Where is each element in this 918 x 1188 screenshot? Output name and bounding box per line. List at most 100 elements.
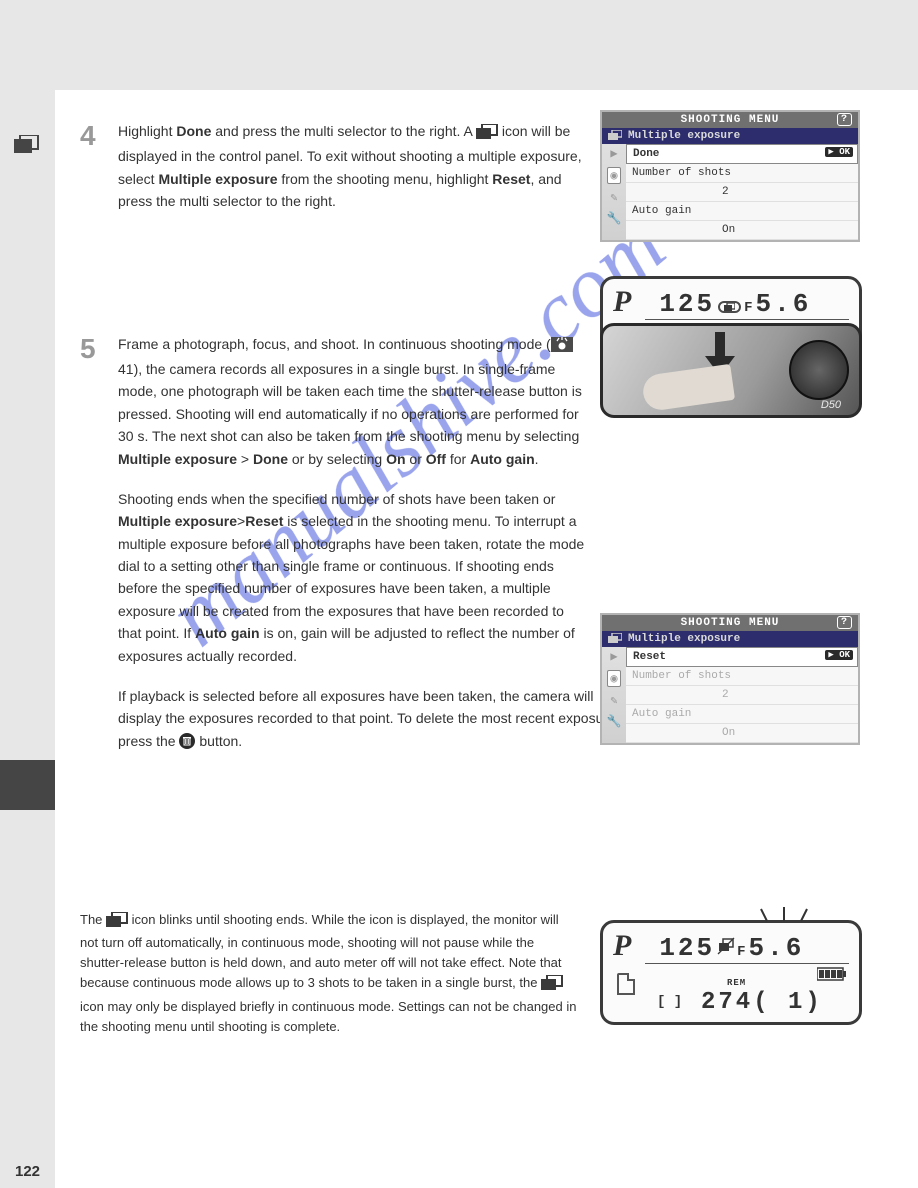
camera-tab-icon: ◉ — [607, 670, 620, 687]
multi-exposure-icon — [541, 975, 563, 996]
menu-row-shots-value: 2 — [626, 183, 858, 202]
camera-tab-icon: ◉ — [607, 167, 620, 184]
menu-row-shots: Number of shots — [626, 164, 858, 183]
text: > — [237, 513, 245, 529]
text: icon blinks until shooting ends. While t… — [80, 912, 562, 990]
menu-subtitle: Multiple exposure — [602, 631, 858, 647]
multi-exposure-icon — [718, 301, 741, 313]
lcd-panel-2: P 125 F5.6 [ ] REM 274( 1) — [600, 920, 862, 1025]
menu-row-autogain: Auto gain — [626, 705, 858, 724]
text: The — [80, 912, 106, 927]
pencil-tab-icon: ✎ — [610, 693, 617, 708]
text-bold: Auto gain — [470, 451, 535, 467]
text: and press the multi selector to the righ… — [211, 123, 476, 139]
text: 41), the camera records all exposures in… — [118, 361, 582, 444]
text: is selected in the shooting menu. To int… — [118, 513, 584, 641]
text: or by selecting — [288, 451, 386, 467]
camera-menu-done: SHOOTING MENU? Multiple exposure ▶ ◉ ✎ 🔧… — [600, 110, 860, 242]
text-bold: Off — [426, 451, 446, 467]
text-bold: Auto gain — [195, 625, 260, 641]
content-area: 4 Highlight Done and press the multi sel… — [80, 120, 880, 785]
step5-p2: Shooting ends when the specified number … — [118, 488, 588, 667]
step-number: 5 — [80, 333, 96, 365]
menu-tab-column: ▶ ◉ ✎ 🔧 — [602, 647, 626, 743]
lcd-shutter: 125 — [659, 933, 715, 963]
ok-indicator: ▶ OK — [825, 147, 853, 157]
section-tab — [0, 760, 55, 810]
text-bold: Multiple exposure — [118, 451, 237, 467]
mode-dial-illustration — [789, 340, 849, 400]
text: icon may only be displayed briefly in co… — [80, 999, 576, 1034]
help-icon: ? — [837, 616, 852, 629]
blink-lines-icon — [759, 907, 809, 930]
menu-row-autogain-value: On — [626, 221, 858, 240]
menu-subtitle: Multiple exposure — [602, 128, 858, 144]
text-bold: Done — [253, 451, 288, 467]
text: button. — [195, 733, 242, 749]
text: from the shooting menu, highlight — [278, 171, 493, 187]
text: Shooting ends when the specified number … — [118, 491, 555, 507]
text: Highlight — [118, 123, 176, 139]
lcd-rem-label: REM — [727, 978, 746, 988]
top-band — [0, 0, 918, 90]
callout-note: The icon blinks until shooting ends. Whi… — [80, 910, 880, 1037]
multi-exposure-icon — [608, 130, 622, 144]
menu-title: SHOOTING MENU? — [602, 112, 858, 128]
text-bold: Multiple exposure — [118, 513, 237, 529]
text-bold: Multiple exposure — [158, 171, 277, 187]
lcd-mode: P — [613, 929, 631, 963]
menu-tab-column: ▶ ◉ ✎ 🔧 — [602, 144, 626, 240]
text-bold: On — [386, 451, 405, 467]
ok-indicator: ▶ OK — [825, 650, 853, 660]
text: for — [446, 451, 470, 467]
step-4: 4 Highlight Done and press the multi sel… — [80, 120, 880, 213]
camera-model-label: D50 — [821, 399, 841, 411]
menu-row-reset: Reset▶ OK — [626, 647, 858, 667]
help-icon: ? — [837, 113, 852, 126]
card-icon — [617, 973, 635, 995]
lcd-shutter: 125 — [659, 289, 715, 319]
menu-row-done: Done▶ OK — [626, 144, 858, 164]
text: or — [406, 451, 426, 467]
lcd-rem: 274( 1) — [701, 989, 823, 1016]
pencil-tab-icon: ✎ — [610, 190, 617, 205]
lcd-af: [ ] — [657, 994, 682, 1010]
step5-p3: If playback is selected before all expos… — [118, 685, 638, 755]
step4-text: Highlight Done and press the multi selec… — [118, 120, 588, 213]
menu-row-shots: Number of shots — [626, 667, 858, 686]
speedlight-icon — [551, 336, 573, 358]
lcd-aperture: 5.6 — [756, 289, 812, 319]
wrench-tab-icon: 🔧 — [607, 211, 622, 226]
text: . — [535, 451, 539, 467]
menu-row-autogain-value: On — [626, 724, 858, 743]
step-5: 5 Frame a photograph, focus, and shoot. … — [80, 333, 880, 756]
playback-tab-icon: ▶ — [610, 146, 617, 161]
left-sidebar: 122 — [0, 90, 55, 1188]
shutter-press-photo: D50 — [600, 323, 862, 418]
text-bold: Reset — [492, 171, 530, 187]
page-number: 122 — [0, 1163, 55, 1180]
wrench-tab-icon: 🔧 — [607, 714, 622, 729]
trash-icon — [179, 733, 195, 755]
multi-exposure-icon — [106, 912, 128, 933]
menu-row-autogain: Auto gain — [626, 202, 858, 221]
finger-illustration — [641, 363, 735, 411]
lcd-f: F — [744, 300, 755, 316]
battery-icon — [817, 967, 847, 986]
playback-tab-icon: ▶ — [610, 649, 617, 664]
text-bold: Reset — [245, 513, 283, 529]
lcd-f: F — [737, 944, 748, 960]
step5-p1: Frame a photograph, focus, and shoot. In… — [118, 333, 588, 470]
lcd-aperture: 5.6 — [749, 933, 805, 963]
menu-title: SHOOTING MENU? — [602, 615, 858, 631]
text-bold: Done — [176, 123, 211, 139]
multi-exposure-icon — [14, 135, 40, 153]
step-number: 4 — [80, 120, 96, 152]
camera-menu-reset: SHOOTING MENU? Multiple exposure ▶ ◉ ✎ 🔧… — [600, 613, 860, 745]
multi-exposure-icon — [476, 123, 498, 145]
text: > — [237, 451, 253, 467]
multi-exposure-blink-icon — [717, 937, 735, 960]
lcd-mode: P — [613, 285, 631, 319]
menu-row-shots-value: 2 — [626, 686, 858, 705]
text: Frame a photograph, focus, and shoot. In… — [118, 336, 551, 352]
